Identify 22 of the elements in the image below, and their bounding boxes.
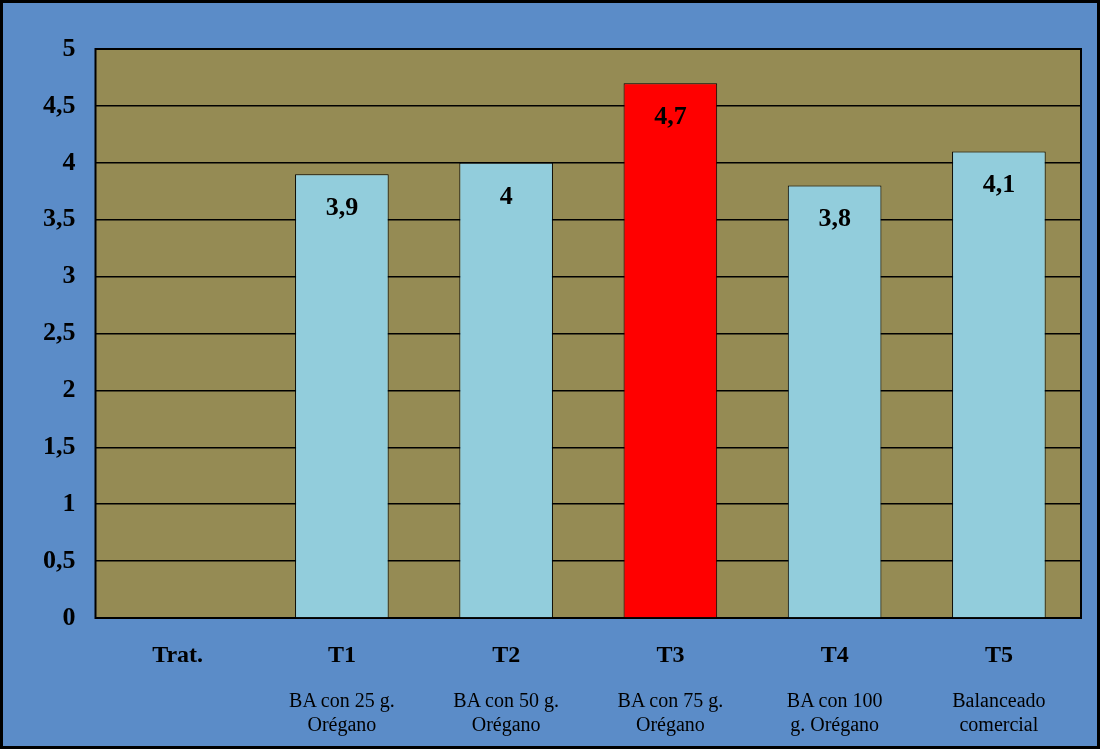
x-tick-label: T5 Balanceado comercial	[952, 641, 1046, 736]
y-tick-label: 1	[62, 487, 76, 517]
x-tick-label: T4 BA con 100 g. Orégano	[786, 641, 883, 737]
x-tick-label: T3 BA con 75 g. Orégano	[617, 641, 724, 737]
y-tick-label: 4,5	[43, 89, 76, 119]
x-tick-label: T1 BA con 25 g. Orégano	[289, 641, 395, 737]
y-tick-label: 1,5	[43, 431, 76, 461]
data-label: 4,7	[654, 100, 687, 130]
data-label: 3,8	[818, 203, 851, 233]
y-tick-label: 0	[62, 601, 76, 631]
y-tick-label: 2	[62, 374, 76, 404]
y-tick-label: 5	[62, 32, 76, 62]
y-tick-label: 3	[62, 260, 76, 290]
x-tick-label: Trat.	[152, 641, 204, 668]
data-label: 3,9	[325, 191, 359, 221]
y-tick-label: 0,5	[43, 544, 76, 574]
y-tick-label: 3,5	[43, 203, 76, 233]
data-label: 4,1	[982, 169, 1016, 199]
data-label: 4	[499, 180, 513, 210]
x-tick-label: T2 BA con 50 g. Orégano	[453, 641, 559, 737]
y-tick-label: 4	[62, 146, 76, 176]
y-tick-label: 2,5	[43, 317, 76, 347]
